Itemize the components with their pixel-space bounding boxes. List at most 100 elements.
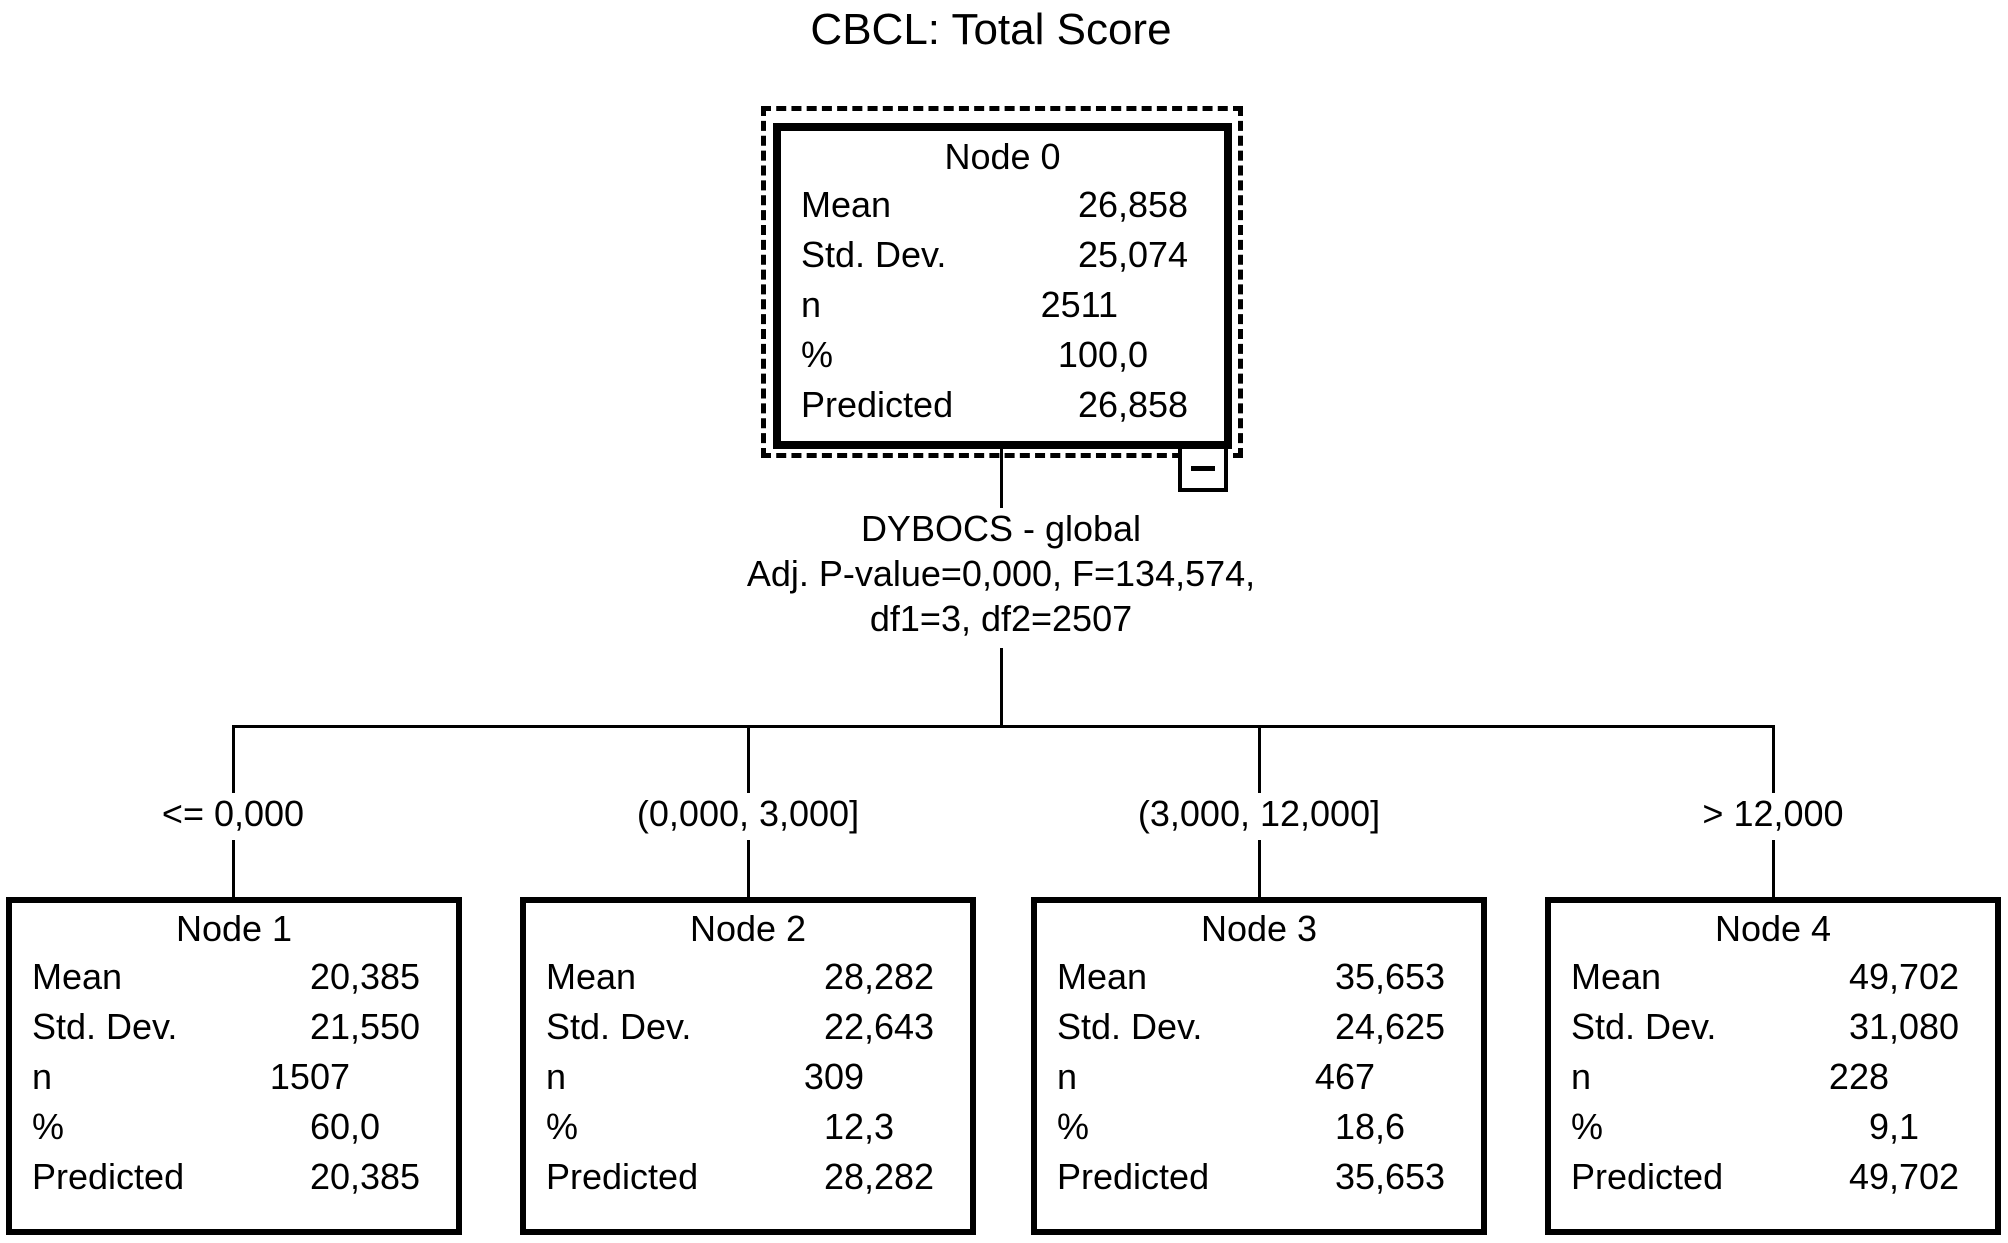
stat-label: Mean <box>801 184 892 225</box>
stat-row: % 9,1 <box>1571 1102 1957 1152</box>
branch-label-3: (3,000, 12,000] <box>1137 793 1381 834</box>
branch-label-2: (0,000, 3,000] <box>636 793 860 834</box>
stat-label: Predicted <box>32 1156 185 1197</box>
stat-label: Predicted <box>1571 1156 1724 1197</box>
stat-value: 1507 <box>269 1056 350 1097</box>
stat-label: Predicted <box>546 1156 699 1197</box>
stat-value: 31,080 <box>1848 1006 1960 1047</box>
stat-row: n 228 <box>1571 1052 1957 1102</box>
stat-label: % <box>546 1106 579 1147</box>
stat-value: 49,702 <box>1848 1156 1960 1197</box>
collapse-node-button[interactable] <box>1178 445 1228 492</box>
stat-value: 24,625 <box>1334 1006 1446 1047</box>
stat-value: 309 <box>803 1056 864 1097</box>
stat-label: % <box>32 1106 65 1147</box>
tree-node-2[interactable]: Node 2 Mean 28,282 Std. Dev. 22,643 n 30… <box>520 897 976 1235</box>
stat-label: Std. Dev. <box>32 1006 178 1047</box>
stat-label: Std. Dev. <box>546 1006 692 1047</box>
connector-branch-2-lower <box>747 840 750 897</box>
stat-value: 26,858 <box>1077 184 1189 225</box>
stat-value: 228 <box>1828 1056 1889 1097</box>
stat-label: Mean <box>546 956 637 997</box>
stat-value: 18,6 <box>1334 1106 1406 1147</box>
tree-node-3[interactable]: Node 3 Mean 35,653 Std. Dev. 24,625 n 46… <box>1031 897 1487 1235</box>
stat-value: 25,074 <box>1077 234 1189 275</box>
stat-label: Std. Dev. <box>1057 1006 1203 1047</box>
connector-branch-3-lower <box>1258 840 1261 897</box>
connector-branch-1-lower <box>232 840 235 897</box>
node-stats: Mean 49,702 Std. Dev. 31,080 n 228 % 9,1… <box>1551 952 1995 1202</box>
stat-row: Predicted 49,702 <box>1571 1152 1960 1202</box>
split-stats-line2: df1=3, df2=2507 <box>869 598 1133 639</box>
stat-value: 28,282 <box>823 1156 935 1197</box>
stat-row: % 100,0 <box>801 330 1186 380</box>
connector-branch-4-upper <box>1772 725 1775 793</box>
stat-row: % 18,6 <box>1057 1102 1443 1152</box>
node-title: Node 3 <box>1200 908 1318 949</box>
stat-row: % 60,0 <box>32 1102 418 1152</box>
stat-label: Std. Dev. <box>801 234 947 275</box>
branch-label-4: > 12,000 <box>1702 793 1844 834</box>
stat-label: Std. Dev. <box>1571 1006 1717 1047</box>
stat-value: 22,643 <box>823 1006 935 1047</box>
tree-node-4[interactable]: Node 4 Mean 49,702 Std. Dev. 31,080 n 22… <box>1545 897 2001 1235</box>
connector-rail <box>232 725 1775 728</box>
split-variable-label: DYBOCS - global <box>860 508 1142 549</box>
connector-branch-3-upper <box>1258 725 1261 793</box>
stat-row: n 309 <box>546 1052 932 1102</box>
stat-value: 20,385 <box>309 1156 421 1197</box>
connector-branch-4-lower <box>1772 840 1775 897</box>
stat-row: Std. Dev. 21,550 <box>32 1002 420 1052</box>
stat-row: Std. Dev. 25,074 <box>801 230 1189 280</box>
stat-label: % <box>1571 1106 1604 1147</box>
stat-row: Std. Dev. 24,625 <box>1057 1002 1446 1052</box>
stat-row: Std. Dev. 22,643 <box>546 1002 935 1052</box>
node-stats: Mean 20,385 Std. Dev. 21,550 n 1507 % 60… <box>12 952 456 1202</box>
stat-label: n <box>546 1056 567 1097</box>
tree-node-1[interactable]: Node 1 Mean 20,385 Std. Dev. 21,550 n 15… <box>6 897 462 1235</box>
stat-row: Mean 28,282 <box>546 952 935 1002</box>
tree-node-0[interactable]: Node 0 Mean 26,858 Std. Dev. 25,074 n 25… <box>773 123 1232 449</box>
stat-row: Mean 35,653 <box>1057 952 1446 1002</box>
stat-value: 9,1 <box>1868 1106 1920 1147</box>
stat-value: 2511 <box>1040 284 1118 325</box>
split-info: DYBOCS - global Adj. P-value=0,000, F=13… <box>601 506 1401 641</box>
stat-value: 35,653 <box>1334 1156 1446 1197</box>
stat-row: Predicted 28,282 <box>546 1152 935 1202</box>
stat-value: 467 <box>1314 1056 1375 1097</box>
stat-value: 49,702 <box>1848 956 1960 997</box>
stat-label: Mean <box>1057 956 1148 997</box>
connector-root-drop <box>1000 449 1003 508</box>
stat-label: n <box>32 1056 53 1097</box>
node-stats: Mean 28,282 Std. Dev. 22,643 n 309 % 12,… <box>526 952 970 1202</box>
stat-label: % <box>801 334 834 375</box>
stat-label: % <box>1057 1106 1090 1147</box>
stat-value: 12,3 <box>823 1106 895 1147</box>
stat-row: n 467 <box>1057 1052 1443 1102</box>
minus-icon <box>1191 466 1215 471</box>
stat-label: Predicted <box>801 384 954 425</box>
stat-label: n <box>1571 1056 1592 1097</box>
stat-value: 60,0 <box>309 1106 381 1147</box>
stat-label: Mean <box>1571 956 1662 997</box>
stat-value: 28,282 <box>823 956 935 997</box>
stat-row: Std. Dev. 31,080 <box>1571 1002 1960 1052</box>
connector-branch-2-upper <box>747 725 750 793</box>
stat-label: Predicted <box>1057 1156 1210 1197</box>
branch-label-1: <= 0,000 <box>161 793 305 834</box>
stat-row: Predicted 20,385 <box>32 1152 421 1202</box>
stat-value: 100,0 <box>1057 334 1149 375</box>
stat-row: Mean 20,385 <box>32 952 421 1002</box>
stat-value: 35,653 <box>1334 956 1446 997</box>
node-stats: Mean 35,653 Std. Dev. 24,625 n 467 % 18,… <box>1037 952 1481 1202</box>
stat-value: 26,858 <box>1077 384 1189 425</box>
node-title: Node 2 <box>689 908 807 949</box>
stat-label: n <box>1057 1056 1078 1097</box>
page-title: CBCL: Total Score <box>810 5 1172 54</box>
connector-branch-1-upper <box>232 725 235 793</box>
stat-row: n 2511 <box>801 280 1186 330</box>
stat-label: n <box>801 284 822 325</box>
stat-row: Mean 49,702 <box>1571 952 1960 1002</box>
node-title: Node 4 <box>1714 908 1832 949</box>
stat-value: 20,385 <box>309 956 421 997</box>
